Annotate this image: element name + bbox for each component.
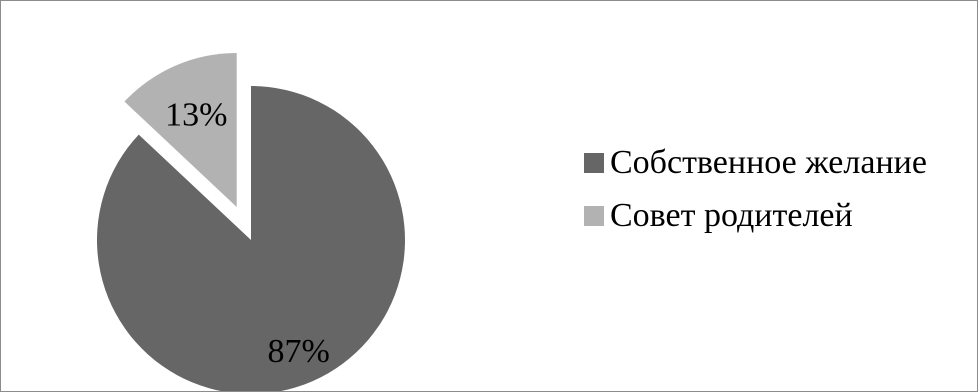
legend: Собственное желание Совет родителей [584, 141, 927, 247]
legend-label-sobstvennoe-zhelanie: Собственное желание [610, 144, 927, 181]
pie-slice-sovet-roditeley [124, 52, 237, 207]
data-label-87: 87% [268, 333, 330, 370]
legend-swatch-sobstvennoe-zhelanie [584, 153, 604, 173]
legend-item-sovet-roditeley: Совет родителей [584, 194, 927, 238]
legend-label-sovet-roditeley: Совет родителей [610, 197, 853, 234]
legend-swatch-sovet-roditeley [584, 206, 604, 226]
data-label-13: 13% [165, 97, 227, 134]
pie-slice-sobstvennoe-zhelanie [97, 86, 405, 391]
legend-item-sobstvennoe-zhelanie: Собственное желание [584, 141, 927, 185]
